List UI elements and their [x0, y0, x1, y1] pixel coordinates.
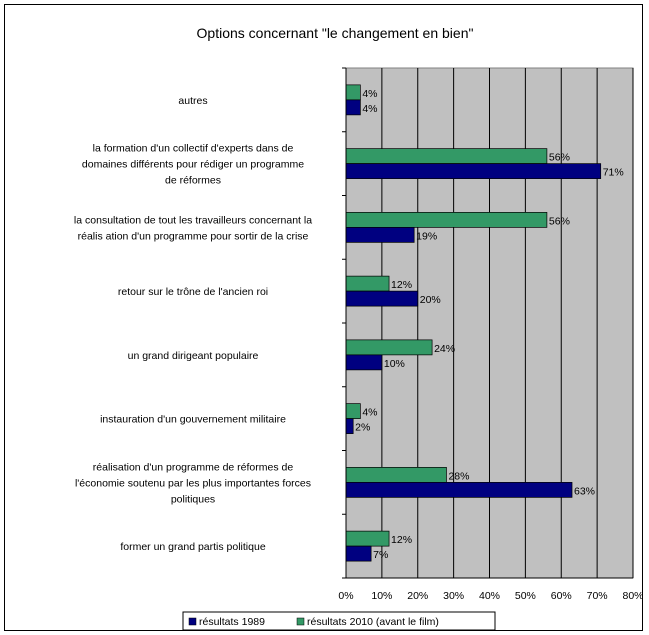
bar-2010	[345, 339, 433, 356]
category-label: la consultation de tout les travailleurs…	[74, 214, 312, 226]
data-label: 4%	[362, 88, 377, 100]
data-label: 19%	[416, 230, 437, 242]
bar-2010	[345, 530, 390, 547]
category-label: domaines différents pour rédiger un prog…	[82, 159, 304, 171]
bar-1989	[345, 99, 361, 116]
category-label: retour sur le trône de l'ancien roi	[118, 286, 268, 298]
category-label: un grand dirigeant populaire	[128, 350, 259, 362]
x-tick-label: 0%	[338, 590, 353, 602]
chart-title: Options concernant "le changement en bie…	[197, 25, 474, 41]
data-label: 20%	[420, 294, 441, 306]
bar-2010	[345, 467, 447, 483]
legend: résultats 1989 résultats 2010 (avant le …	[182, 611, 496, 631]
x-tick-label: 10%	[371, 590, 392, 602]
x-tick-labels: 0% 10% 20% 30% 40% 50% 60% 70% 80%	[338, 590, 643, 602]
data-label: 12%	[391, 279, 412, 291]
category-label: autres	[178, 95, 207, 107]
bar-1989	[345, 545, 372, 562]
bar-1989	[345, 482, 573, 498]
bar-1989	[345, 163, 602, 179]
category-label: la formation d'un collectif d'experts da…	[93, 143, 294, 155]
axes	[342, 67, 633, 579]
x-tick-label: 50%	[515, 590, 536, 602]
category-label: réalis ation d'un programme pour sortir …	[78, 230, 309, 242]
bars	[345, 84, 602, 562]
data-label: 12%	[391, 534, 412, 546]
chart-frame: Options concernant "le changement en bie…	[4, 4, 644, 631]
x-tick-label: 30%	[443, 590, 464, 602]
category-labels: autres la formation d'un collectif d'expe…	[74, 95, 312, 553]
x-tick-label: 80%	[622, 590, 642, 602]
data-label: 28%	[448, 470, 469, 482]
bar-2010	[345, 275, 390, 292]
data-label: 4%	[362, 407, 377, 419]
data-label: 56%	[549, 152, 570, 164]
category-label: politiques	[171, 493, 215, 505]
bar-1989	[345, 290, 419, 307]
data-label: 24%	[434, 343, 455, 355]
data-label: 7%	[373, 549, 388, 561]
legend-swatch-1989	[188, 617, 197, 626]
category-label: de réformes	[165, 175, 221, 187]
bar-1989	[345, 418, 354, 434]
x-tick-label: 70%	[587, 590, 608, 602]
bar-2010	[345, 212, 548, 228]
data-label: 56%	[549, 215, 570, 227]
bar-2010	[345, 403, 361, 419]
data-label: 10%	[384, 358, 405, 370]
legend-label-2010: résultats 2010 (avant le film)	[307, 616, 439, 628]
bar-2010	[345, 84, 361, 101]
x-tick-label: 40%	[479, 590, 500, 602]
data-label: 2%	[355, 422, 370, 434]
data-label: 4%	[362, 103, 377, 115]
bar-1989	[345, 354, 383, 371]
bar-1989	[345, 227, 415, 243]
category-label: réalisation d'un programme de réformes d…	[93, 461, 294, 473]
bar-2010	[345, 148, 548, 164]
data-labels: 4% 4% 56% 71% 56% 19% 12% 20% 24% 10% 4% 2% 28% 63% 12…	[355, 88, 624, 561]
legend-label-1989: résultats 1989	[199, 616, 265, 628]
x-tick-label: 20%	[407, 590, 428, 602]
data-label: 63%	[574, 485, 595, 497]
bar-chart: Options concernant "le changement en bie…	[74, 25, 644, 631]
x-tick-label: 60%	[551, 590, 572, 602]
legend-swatch-2010	[296, 617, 305, 626]
category-label: former un grand partis politique	[120, 541, 265, 553]
data-label: 71%	[603, 167, 624, 179]
category-label: instauration d'un gouvernement militaire	[100, 414, 286, 426]
category-label: l'économie soutenu par les plus importan…	[75, 477, 311, 489]
